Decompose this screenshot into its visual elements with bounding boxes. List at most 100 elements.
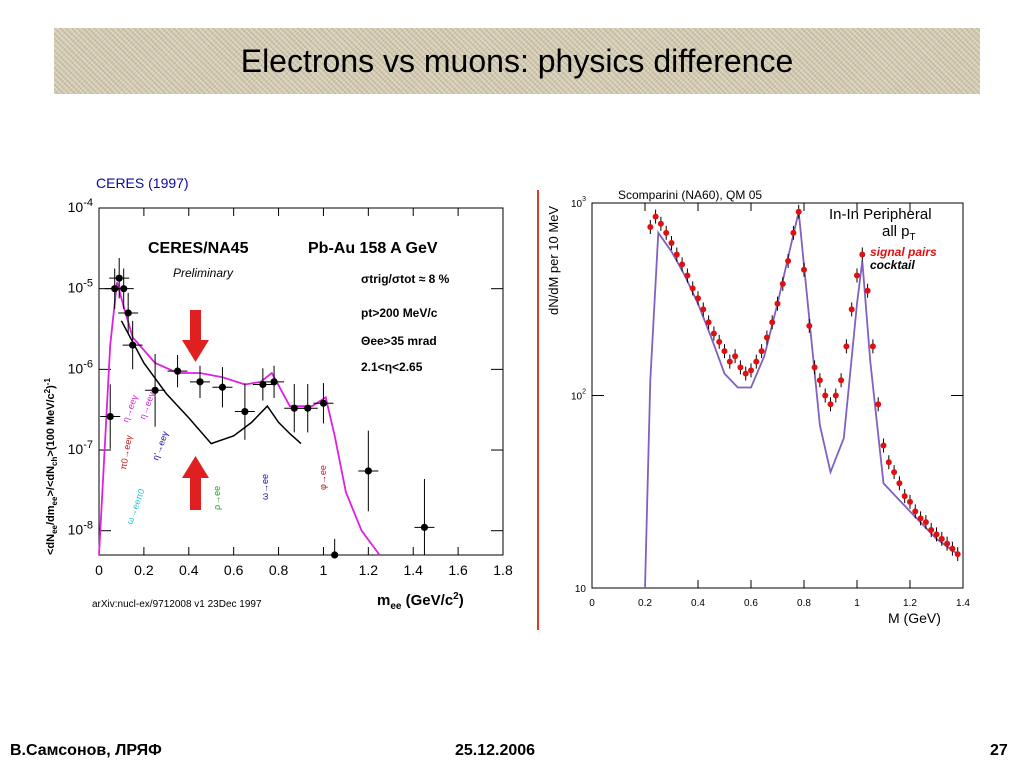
ceres-y-tick-labels: 10-8 10-7 10-6 10-5 10-4 bbox=[68, 197, 93, 538]
y-tick-label: 10-7 bbox=[68, 439, 93, 457]
signal-point bbox=[763, 334, 770, 341]
data-point bbox=[241, 407, 249, 416]
signal-point bbox=[785, 257, 792, 264]
signal-point bbox=[673, 251, 680, 258]
data-point bbox=[259, 380, 267, 389]
signal-point bbox=[827, 401, 834, 408]
signal-point bbox=[859, 251, 866, 258]
data-point bbox=[319, 399, 328, 407]
signal-point bbox=[679, 261, 686, 268]
x-tick-label: 0.2 bbox=[134, 562, 154, 578]
data-point bbox=[151, 386, 159, 394]
signal-point bbox=[801, 266, 807, 273]
ceres-y-axis-label: <dNee/dmee>/<dNch>(100 MeV/c2)-1 bbox=[43, 378, 59, 555]
signal-point bbox=[912, 508, 919, 515]
data-point bbox=[331, 551, 339, 559]
na60-y-axis-label: dN/dM per 10 MeV bbox=[546, 206, 561, 315]
signal-point bbox=[663, 229, 670, 236]
ceres-cut-4: 2.1<η<2.65 bbox=[361, 360, 423, 374]
ceres-x-axis-label: mee (GeV/c2) bbox=[377, 591, 464, 612]
x-tick-label: 0.6 bbox=[224, 562, 244, 578]
slide-title: Electrons vs muons: physics difference bbox=[240, 42, 794, 79]
y-tick-label: 10 bbox=[575, 584, 587, 595]
signal-point bbox=[716, 338, 723, 345]
data-point bbox=[124, 309, 132, 317]
data-point bbox=[173, 367, 182, 375]
x-tick-label: 1 bbox=[854, 598, 860, 609]
signal-point bbox=[917, 515, 924, 522]
signal-point bbox=[854, 272, 860, 279]
data-point bbox=[106, 412, 114, 421]
signal-point bbox=[922, 519, 929, 526]
ceres-cut-1: σtrig/σtot ≈ 8 % bbox=[361, 272, 450, 286]
ceres-caption: CERES (1997) bbox=[96, 175, 189, 191]
signal-point bbox=[769, 319, 776, 326]
na60-caption: Scomparini (NA60), QM 05 bbox=[618, 188, 762, 202]
signal-point bbox=[753, 358, 760, 365]
x-tick-label: 0 bbox=[589, 598, 595, 609]
x-tick-label: 0.2 bbox=[638, 598, 652, 609]
signal-point bbox=[891, 469, 898, 476]
background-curve bbox=[120, 320, 302, 445]
x-tick-label: 0.4 bbox=[179, 562, 199, 578]
na60-plot-subtitle: all pT bbox=[882, 223, 916, 243]
signal-point bbox=[790, 229, 797, 236]
signal-point bbox=[795, 208, 802, 215]
na60-legend-signal: signal pairs bbox=[870, 245, 937, 259]
ceres-chart: CERES (1997) 0 0.2 0.4 0.6 0.8 1 1.2 1.4 1.6 1.8 … bbox=[43, 175, 513, 612]
signal-point bbox=[758, 348, 765, 355]
x-tick-label: 1.2 bbox=[359, 562, 379, 578]
signal-point bbox=[737, 364, 744, 371]
data-point bbox=[364, 467, 372, 475]
data-point bbox=[290, 404, 298, 412]
signal-point bbox=[885, 459, 892, 466]
y-tick-label: 10-4 bbox=[68, 197, 93, 215]
signal-point bbox=[705, 319, 712, 326]
footer-author: В.Самсонов, ЛРЯФ bbox=[10, 742, 162, 759]
signal-point bbox=[742, 370, 749, 377]
signal-point bbox=[657, 220, 664, 227]
signal-point bbox=[689, 285, 696, 292]
x-tick-label: 1.4 bbox=[956, 598, 970, 609]
signal-point bbox=[684, 272, 691, 279]
signal-point bbox=[869, 343, 876, 350]
x-tick-label: 0.8 bbox=[797, 598, 811, 609]
signal-point bbox=[954, 551, 961, 558]
footer-date: 25.12.2006 bbox=[455, 742, 536, 759]
x-tick-label: 1.4 bbox=[403, 562, 423, 578]
signal-point bbox=[933, 531, 940, 538]
ceres-label-phi: φ→ee bbox=[318, 465, 328, 490]
signal-point bbox=[652, 213, 659, 220]
signal-point bbox=[811, 364, 818, 371]
ceres-x-tick-labels: 0 0.2 0.4 0.6 0.8 1 1.2 1.4 1.6 1.8 bbox=[95, 562, 513, 578]
x-tick-label: 0.6 bbox=[744, 598, 758, 609]
y-tick-label: 10-6 bbox=[68, 358, 93, 376]
signal-point bbox=[838, 377, 845, 384]
signal-point bbox=[748, 367, 754, 374]
signal-point bbox=[710, 330, 717, 337]
signal-point bbox=[695, 295, 701, 302]
signal-point bbox=[938, 535, 945, 542]
signal-point bbox=[907, 498, 913, 505]
na60-y-tick-labels: 10 102 103 bbox=[571, 196, 586, 595]
na60-chart: Scomparini (NA60), QM 05 0 0.2 0.4 0.6 0.8 1 1… bbox=[546, 188, 970, 626]
ceres-data-points bbox=[100, 257, 435, 559]
ceres-experiment: Pb-Au 158 A GeV bbox=[308, 240, 438, 257]
signal-point bbox=[843, 343, 850, 350]
ceres-plot-title: CERES/NA45 bbox=[148, 240, 249, 257]
na60-x-axis-label: M (GeV) bbox=[888, 610, 941, 626]
x-tick-label: 1.6 bbox=[448, 562, 468, 578]
na60-x-tick-labels: 0 0.2 0.4 0.6 0.8 1 1.2 1.4 bbox=[589, 598, 970, 609]
down-arrow bbox=[182, 310, 209, 362]
signal-point bbox=[774, 300, 781, 307]
signal-point bbox=[901, 493, 908, 500]
signal-point bbox=[721, 348, 728, 355]
x-tick-label: 0.8 bbox=[269, 562, 289, 578]
na60-legend-cocktail: cocktail bbox=[870, 258, 915, 272]
ceres-ticks bbox=[98, 207, 504, 555]
data-point bbox=[120, 285, 128, 293]
signal-point bbox=[949, 545, 956, 552]
footer-page-number: 27 bbox=[990, 742, 1008, 759]
ceres-source: arXiv:nucl-ex/9712008 v1 23Dec 1997 bbox=[92, 599, 262, 610]
signal-point bbox=[779, 280, 786, 287]
